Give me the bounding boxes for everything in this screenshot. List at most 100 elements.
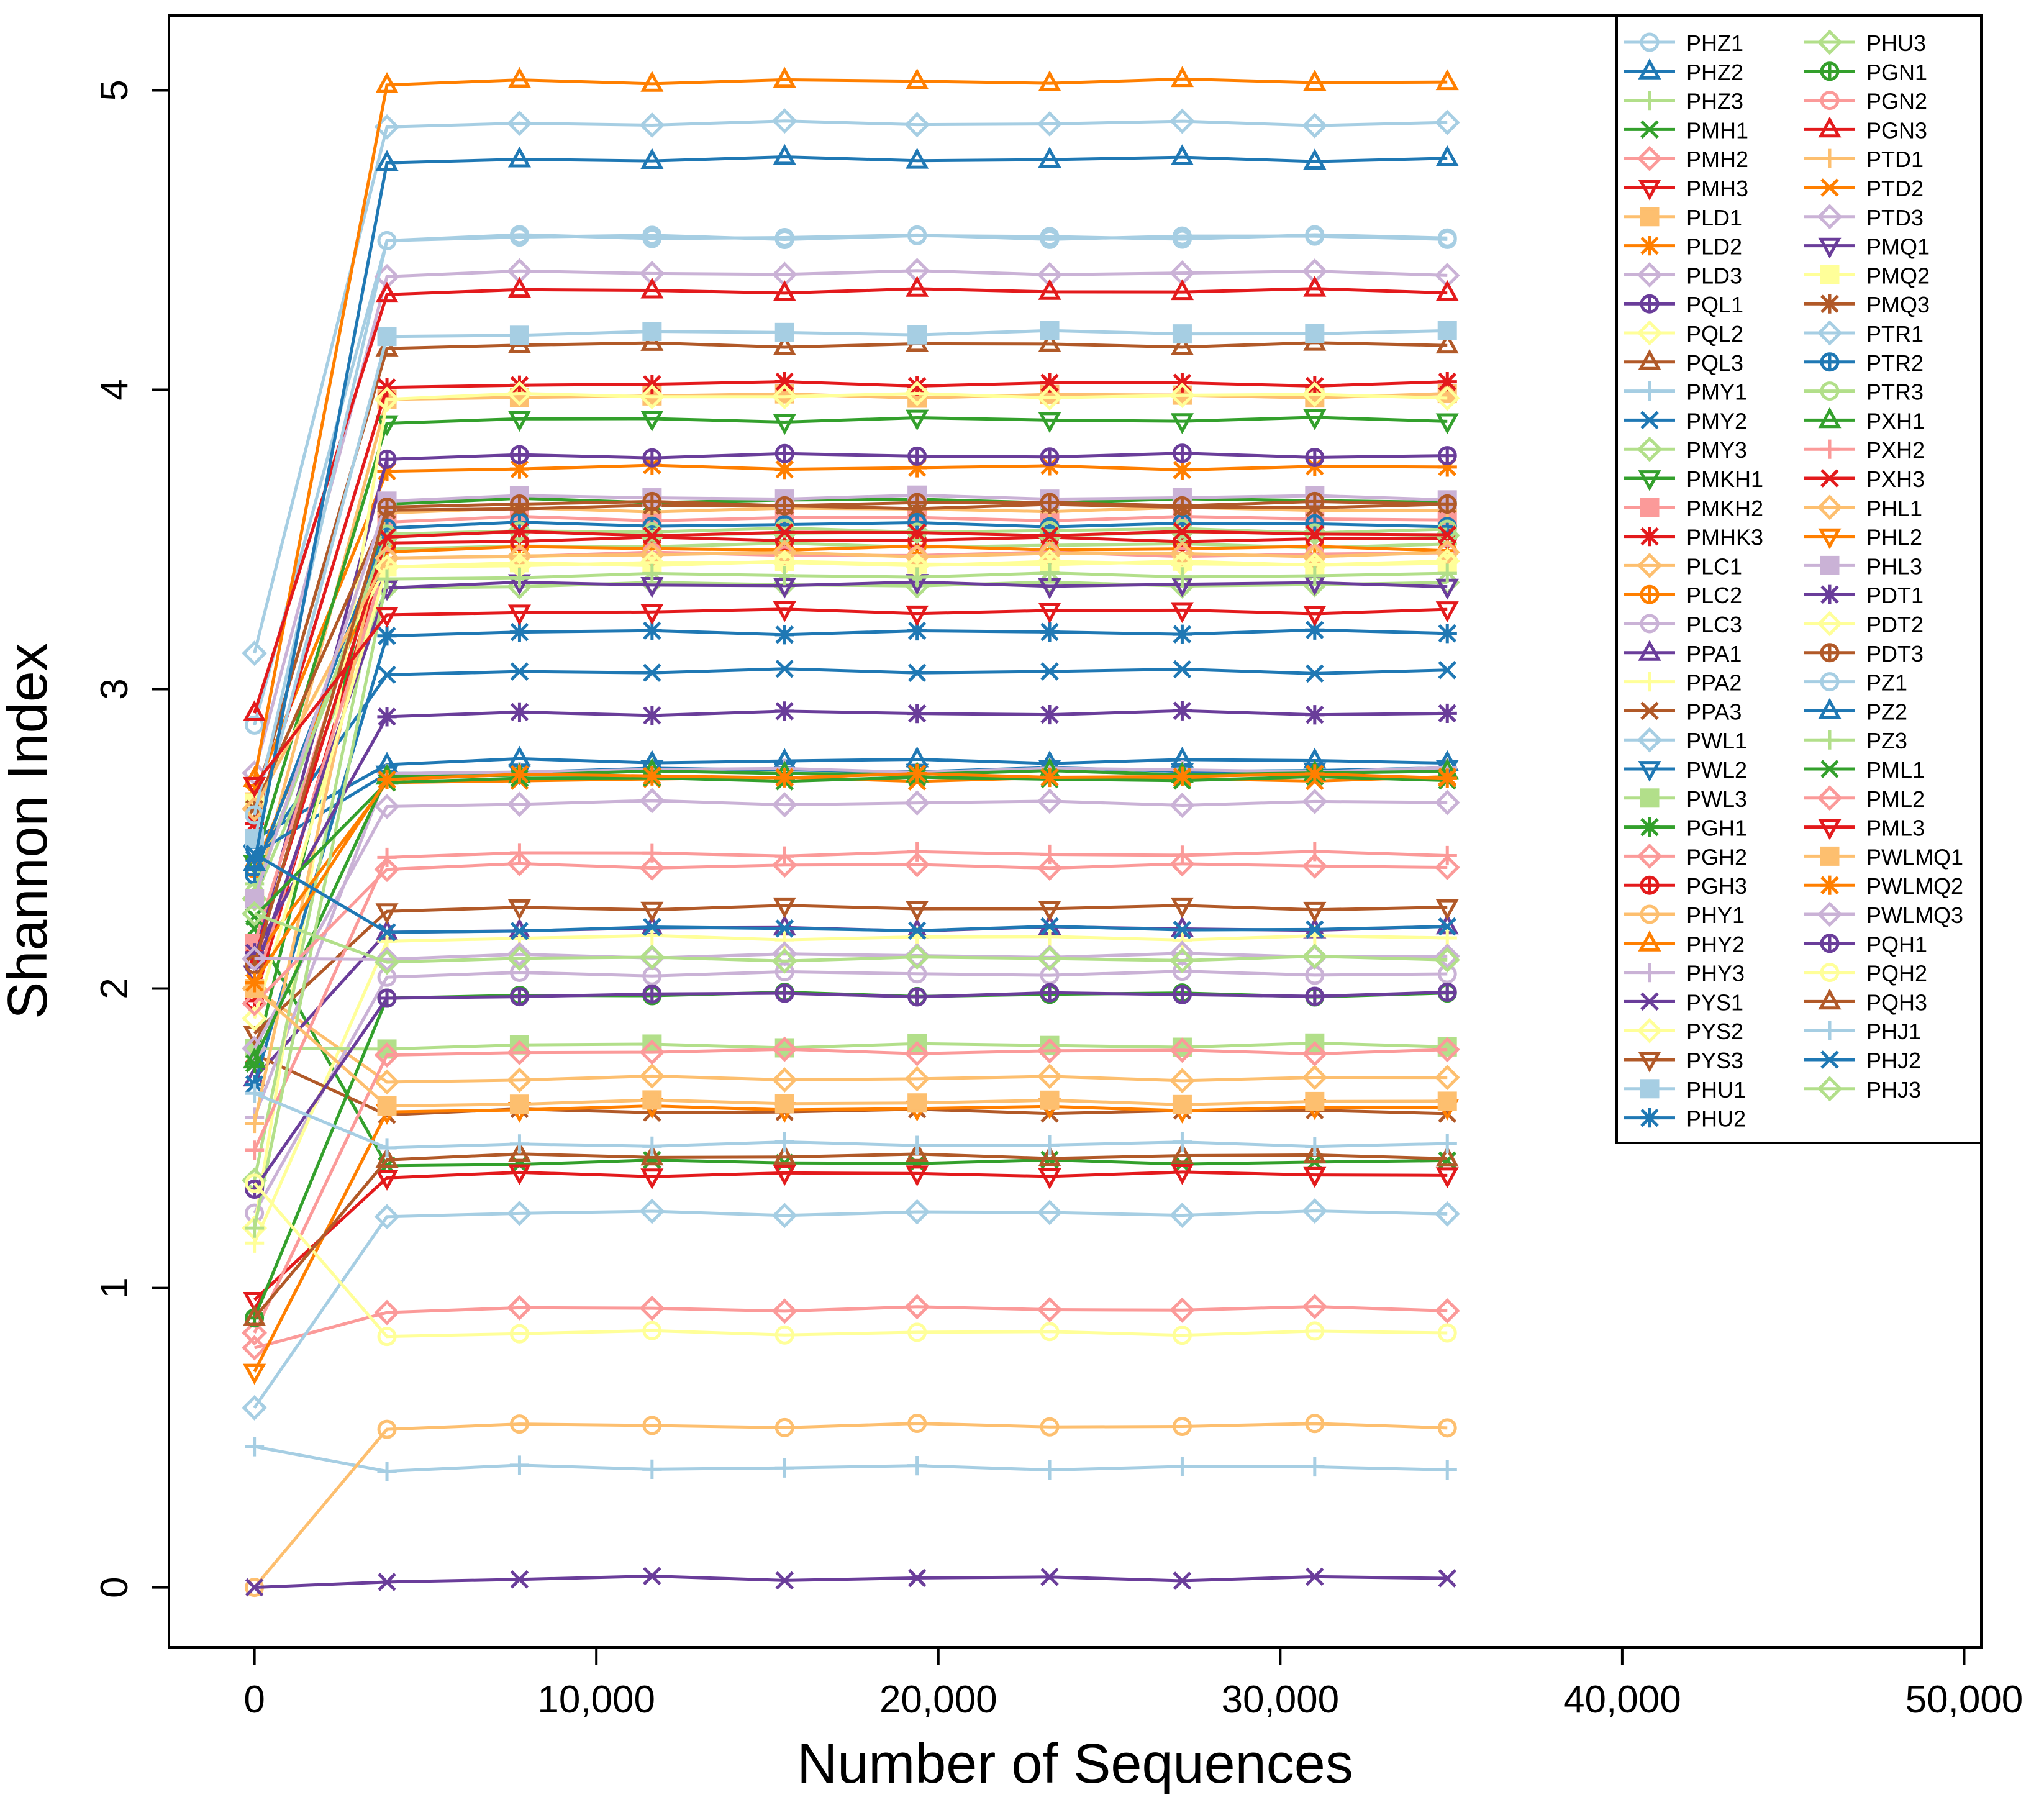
point-pz1-1 (377, 230, 397, 250)
legend-item-pwl1: PWL1 (1624, 727, 1747, 753)
point-pmh3-7 (1170, 1163, 1194, 1185)
point-ptd3-1 (374, 794, 400, 819)
point-phj2-9 (1438, 917, 1457, 936)
point-phy2-5 (906, 68, 929, 89)
point-phu2-1 (377, 626, 397, 646)
point-ptd3-3 (639, 788, 665, 814)
point-pqh2-9 (1437, 1323, 1457, 1343)
point-pwlmq2-1 (377, 770, 397, 789)
legend-label-pwl1: PWL1 (1686, 728, 1747, 753)
legend-item-pxh2: PXH2 (1804, 437, 1925, 463)
legend-item-pmhk3: PMHK3 (1624, 525, 1763, 550)
point-phj1-0 (245, 1083, 265, 1103)
point-phu1-6 (1040, 321, 1060, 340)
point-pwl1-6 (1037, 111, 1063, 137)
legend-marker-phy1 (1640, 904, 1660, 924)
point-pql1-9 (1437, 446, 1457, 466)
point-pgh2-8 (1302, 1041, 1328, 1067)
series-pwl1 (242, 108, 1460, 666)
legend-item-phl3: PHL3 (1804, 553, 1922, 579)
point-pml2-6 (1037, 855, 1063, 881)
legend-item-pmy3: PMY3 (1624, 436, 1747, 463)
legend-label-ppa2: PPA2 (1686, 670, 1742, 696)
series-line-pml3 (253, 607, 1448, 786)
point-pql1-7 (1172, 443, 1192, 463)
point-pml3-1 (375, 607, 399, 628)
legend-marker-pmh3 (1638, 180, 1661, 201)
x-tick-label-0: 0 (243, 1678, 265, 1721)
legend-item-pld2: PLD2 (1624, 234, 1742, 260)
point-pmh2-8 (1302, 1294, 1328, 1319)
point-pdt3-8 (1305, 491, 1325, 511)
legend-label-phu1: PHU1 (1686, 1077, 1746, 1103)
series-line-pgh2 (253, 1047, 1448, 1334)
legend-marker-pml2 (1817, 785, 1843, 811)
legend-label-pwl2: PWL2 (1686, 757, 1747, 783)
legend-item-pld3: PLD3 (1624, 261, 1742, 288)
legend: PHZ1 PHZ2 PHZ3 PMH1 PMH2 PMH3 PLD1 PLD2 PLD3 PQL1… (1615, 14, 1983, 1144)
point-pmy1-4 (774, 1458, 794, 1478)
point-pys1-8 (1306, 1567, 1324, 1586)
point-pgn3-8 (1303, 275, 1327, 297)
point-pdt1-6 (1040, 704, 1060, 725)
legend-label-pwlmq2: PWLMQ2 (1866, 873, 1963, 899)
series-line-pqh1 (253, 990, 1448, 1190)
point-pz1-2 (509, 225, 529, 245)
point-pml3-5 (906, 605, 929, 627)
legend-label-pmy2: PMY2 (1686, 408, 1747, 434)
series-pmy1 (245, 1437, 1457, 1481)
point-pmy1-6 (1040, 1460, 1060, 1480)
legend-item-phl2: PHL2 (1804, 525, 1922, 550)
point-phj1-9 (1437, 1134, 1457, 1153)
legend-item-phu2: PHU2 (1624, 1106, 1746, 1132)
legend-marker-pmq3 (1820, 294, 1840, 314)
legend-marker-pdt2 (1817, 611, 1843, 637)
point-pwlmq2-8 (1305, 764, 1325, 784)
point-phj3-1 (374, 949, 400, 975)
series-pqh3 (243, 1140, 1459, 1326)
series-line-pxh3 (253, 529, 1448, 960)
x-tick-label-3: 30,000 (1222, 1678, 1340, 1721)
legend-label-pql1: PQL1 (1686, 292, 1743, 317)
point-pys3-7 (1170, 897, 1194, 919)
series-line-plc1 (253, 987, 1448, 1084)
legend-label-pz3: PZ3 (1866, 728, 1907, 753)
legend-label-phy3: PHY3 (1686, 961, 1745, 986)
point-pql1-6 (1040, 447, 1060, 467)
series-pz2 (243, 143, 1459, 871)
point-phu1-9 (1437, 321, 1457, 340)
legend-marker-phu1 (1640, 1079, 1660, 1099)
point-pmy1-9 (1437, 1460, 1457, 1480)
legend-item-pwl3: PWL3 (1624, 786, 1747, 812)
point-phj2-8 (1306, 920, 1324, 939)
point-pwlmq1-5 (907, 1093, 927, 1113)
point-pql1-8 (1305, 447, 1325, 467)
point-pmy2-4 (775, 659, 794, 678)
legend-label-pz2: PZ2 (1866, 699, 1907, 724)
point-pdt3-9 (1437, 494, 1457, 514)
point-pmkh1-8 (1303, 409, 1327, 430)
point-pqh2-0 (245, 1173, 265, 1193)
point-pqh2-5 (907, 1322, 927, 1342)
point-plc1-8 (1302, 1065, 1328, 1090)
point-ptr1-1 (374, 1204, 400, 1230)
point-phj3-4 (771, 948, 797, 974)
point-pqh3-1 (375, 1147, 399, 1168)
legend-label-pml2: PML2 (1866, 786, 1925, 812)
point-pld2-9 (1437, 457, 1457, 477)
legend-label-pys1: PYS1 (1686, 989, 1743, 1015)
series-line-phl3 (253, 493, 1448, 899)
legend-label-phj1: PHJ1 (1866, 1019, 1921, 1044)
point-pwlmq3-0 (242, 945, 268, 971)
legend-marker-phy3 (1640, 963, 1660, 983)
series-line-pmq1 (253, 580, 1448, 975)
point-pwlmq2-4 (774, 768, 794, 788)
point-ptr1-6 (1037, 1199, 1063, 1226)
series-line-pql1 (253, 452, 1448, 959)
legend-label-pgh3: PGH3 (1686, 873, 1747, 899)
point-pxh2-8 (1305, 842, 1325, 862)
series-pqh2 (245, 1173, 1457, 1347)
point-pz1-4 (774, 227, 794, 247)
point-ptd3-6 (1037, 788, 1063, 814)
point-ptd3-9 (1434, 789, 1460, 816)
